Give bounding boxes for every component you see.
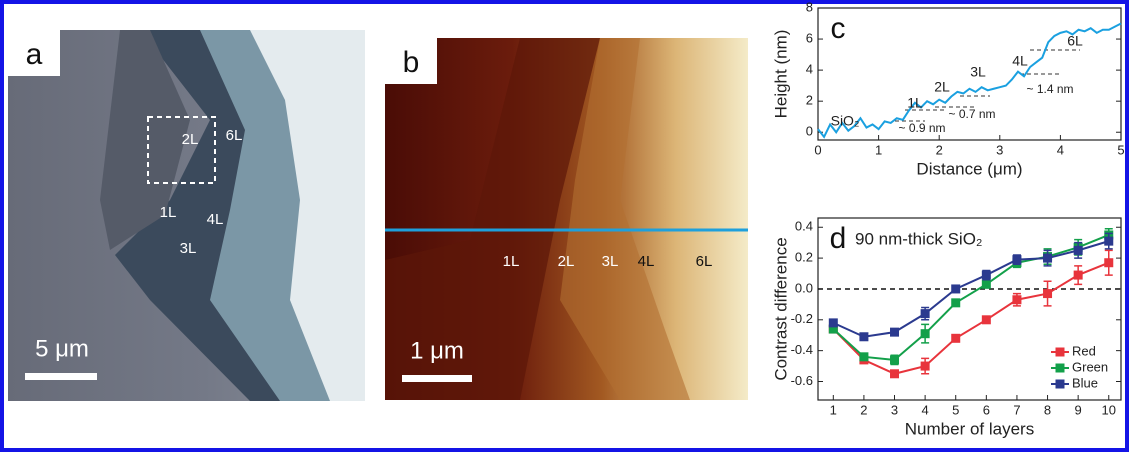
x-tick-label: 3 [996,142,1003,157]
x-axis-title: Number of layers [905,419,1034,438]
annotation: 2L [934,79,950,95]
x-tick-label: 10 [1102,402,1116,417]
subtitle: 90 nm-thick SiO₂ [855,229,983,248]
marker [890,369,899,378]
y-axis-title: Height (nm) [771,30,790,119]
marker [829,318,838,327]
panel-label: a [26,38,43,71]
annotation: 1L [907,95,923,111]
annotation: ~ 0.9 nm [898,121,945,135]
marker [921,309,930,318]
marker [1043,254,1052,263]
y-tick-label: 0 [806,124,813,139]
x-tick-label: 2 [860,402,867,417]
x-tick-label: 8 [1044,402,1051,417]
layer-label: 1L [503,253,520,270]
scale-bar-label: 1 μm [410,337,464,364]
y-tick-label: -0.6 [791,373,813,388]
panel-label: c [831,12,846,45]
legend-marker [1056,348,1065,357]
x-axis-title: Distance (μm) [916,159,1022,178]
x-tick-label: 9 [1075,402,1082,417]
marker [1012,255,1021,264]
marker [1104,237,1113,246]
scale-bar-label: 5 μm [35,335,89,362]
x-tick-label: 1 [875,142,882,157]
legend-marker [1056,364,1065,373]
x-tick-label: 5 [1117,142,1124,157]
y-tick-label: 2 [806,93,813,108]
layer-label: 4L [638,253,655,270]
layer-label: 4L [207,211,224,228]
marker [859,332,868,341]
x-tick-label: 4 [922,402,929,417]
panel-label: b [403,46,420,79]
marker [890,355,899,364]
x-tick-label: 0 [814,142,821,157]
annotation: 3L [970,64,986,80]
annotation: ~ 1.4 nm [1026,82,1073,96]
marker [1074,271,1083,280]
x-tick-label: 2 [936,142,943,157]
marker [921,362,930,371]
x-tick-label: 6 [983,402,990,417]
legend-label: Red [1072,343,1096,358]
layer-label: 2L [558,253,575,270]
x-tick-label: 5 [952,402,959,417]
y-tick-label: 6 [806,30,813,45]
y-tick-label: 4 [806,62,813,77]
layer-label: 6L [226,127,243,144]
figure: a 2L 6L 1L 4L 3L 5 μm b 1L 2L 3L 4L 6L 1… [0,0,1129,452]
marker [982,271,991,280]
layer-label: 2L [182,131,199,148]
marker [951,298,960,307]
marker [951,284,960,293]
marker [1074,246,1083,255]
annotation: ~ 0.7 nm [948,107,995,121]
y-tick-label: 0.0 [795,280,813,295]
marker [951,334,960,343]
layer-label: 1L [160,204,177,221]
marker [921,329,930,338]
y-tick-label: 8 [806,0,813,14]
annotation: 6L [1067,33,1083,49]
layer-label: 3L [602,253,619,270]
marker [859,352,868,361]
annotation: 4L [1012,53,1028,69]
panel-label: d [830,222,847,255]
legend-label: Green [1072,359,1108,374]
y-tick-label: 0.4 [795,219,813,234]
y-tick-label: 0.2 [795,250,813,265]
layer-label: 6L [696,253,713,270]
annotation: SiO₂ [831,113,860,129]
y-axis-title: Contrast difference [771,237,790,380]
marker [1104,258,1113,267]
x-tick-label: 3 [891,402,898,417]
y-tick-label: -0.4 [791,342,813,357]
layer-label: 3L [180,240,197,257]
y-tick-label: -0.2 [791,311,813,326]
legend-label: Blue [1072,375,1098,390]
x-tick-label: 7 [1013,402,1020,417]
marker [982,315,991,324]
marker [1012,295,1021,304]
legend-marker [1056,380,1065,389]
x-tick-label: 4 [1057,142,1064,157]
x-tick-label: 1 [830,402,837,417]
marker [890,328,899,337]
marker [1043,289,1052,298]
marker [982,280,991,289]
